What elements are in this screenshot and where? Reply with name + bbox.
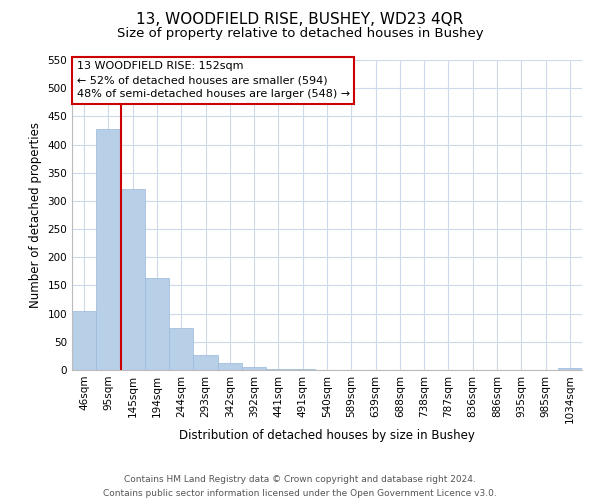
Text: Contains HM Land Registry data © Crown copyright and database right 2024.
Contai: Contains HM Land Registry data © Crown c… bbox=[103, 476, 497, 498]
Bar bbox=[169, 328, 193, 370]
X-axis label: Distribution of detached houses by size in Bushey: Distribution of detached houses by size … bbox=[179, 429, 475, 442]
Text: 13 WOODFIELD RISE: 152sqm
← 52% of detached houses are smaller (594)
48% of semi: 13 WOODFIELD RISE: 152sqm ← 52% of detac… bbox=[77, 61, 350, 99]
Bar bbox=[266, 369, 290, 370]
Text: Size of property relative to detached houses in Bushey: Size of property relative to detached ho… bbox=[116, 28, 484, 40]
Bar bbox=[558, 368, 582, 370]
Text: 13, WOODFIELD RISE, BUSHEY, WD23 4QR: 13, WOODFIELD RISE, BUSHEY, WD23 4QR bbox=[136, 12, 464, 28]
Bar bbox=[218, 362, 242, 370]
Bar bbox=[121, 188, 145, 370]
Bar bbox=[242, 367, 266, 370]
Bar bbox=[193, 355, 218, 370]
Bar bbox=[145, 278, 169, 370]
Y-axis label: Number of detached properties: Number of detached properties bbox=[29, 122, 42, 308]
Bar bbox=[96, 129, 121, 370]
Bar bbox=[72, 311, 96, 370]
